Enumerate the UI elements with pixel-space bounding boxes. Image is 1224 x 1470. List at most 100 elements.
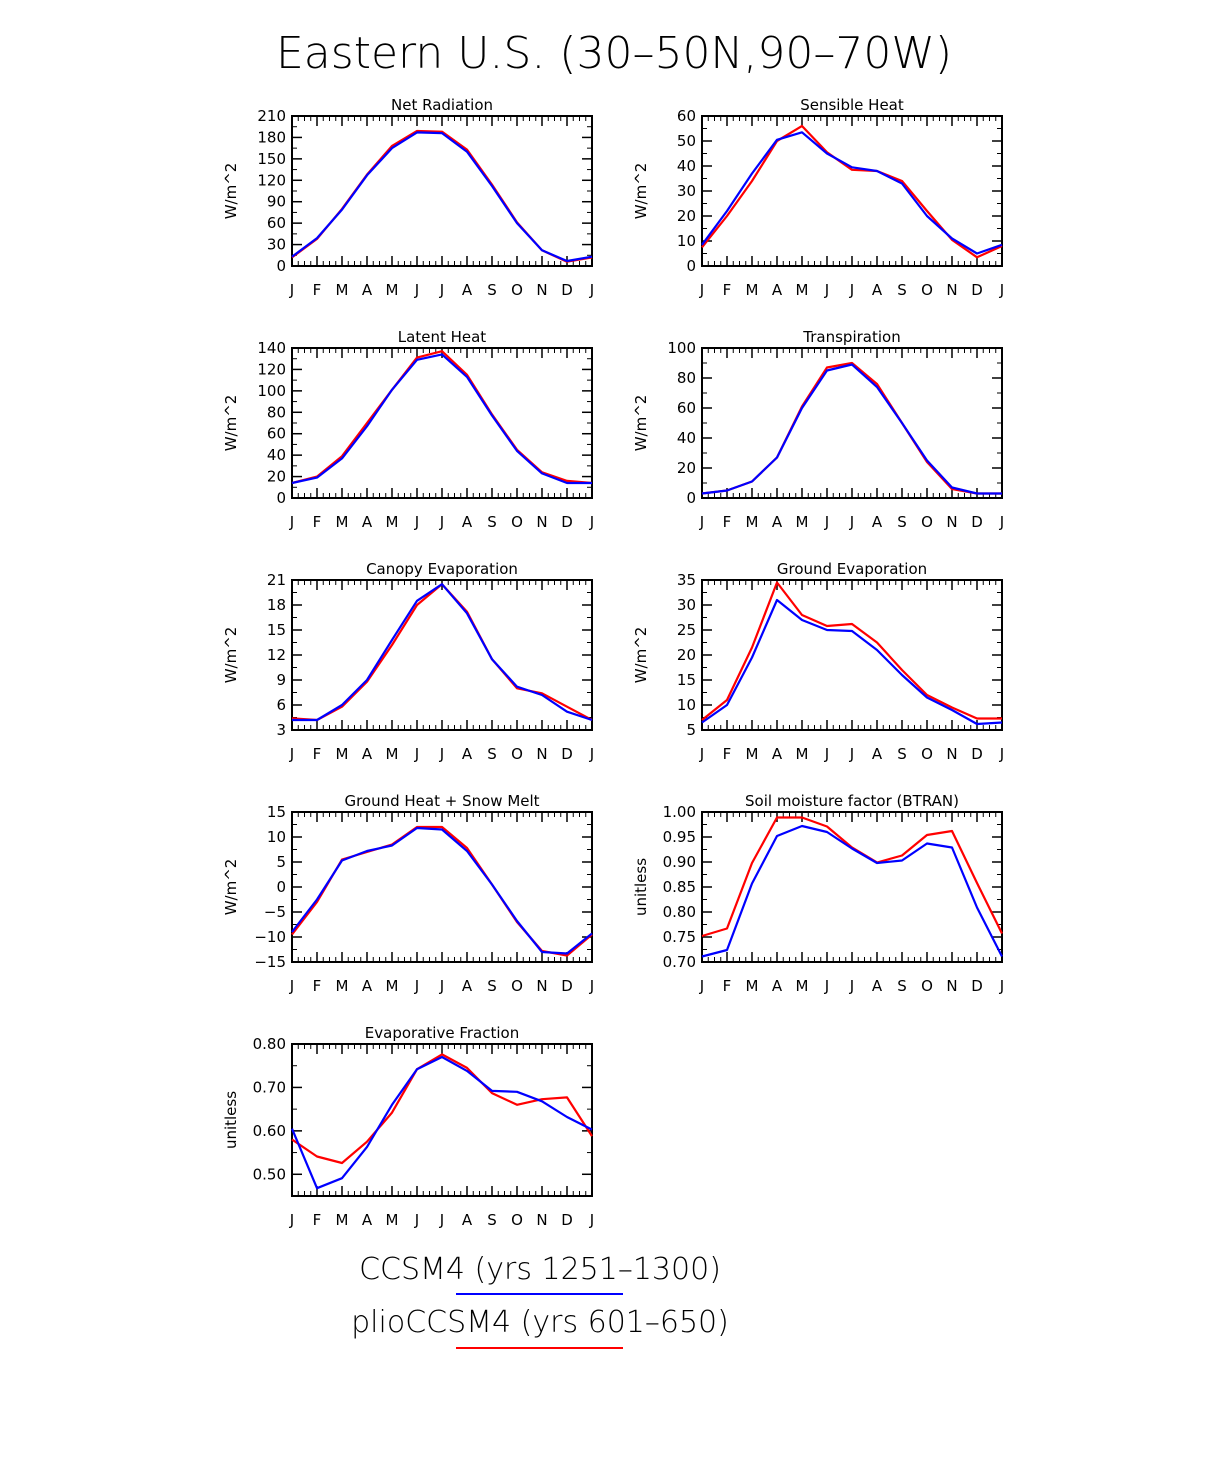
transpiration-ytick-label: 80 bbox=[677, 369, 696, 387]
ground-evaporation-xtick-label: N bbox=[946, 745, 957, 763]
latent-heat-ytick-label: 80 bbox=[267, 403, 286, 421]
ground-heat-snow-melt-ylabel: W/m^2 bbox=[222, 859, 240, 916]
evaporative-fraction-xtick-label: A bbox=[462, 1211, 473, 1229]
canopy-evaporation-xtick-label: F bbox=[313, 745, 322, 763]
canopy-evaporation-xtick-label: J bbox=[439, 745, 444, 763]
ground-heat-snow-melt-ytick-label: −5 bbox=[264, 903, 286, 921]
transpiration-xtick-label: O bbox=[921, 513, 933, 531]
ground-evaporation-xtick-label: O bbox=[921, 745, 933, 763]
latent-heat-ytick-label: 60 bbox=[267, 425, 286, 443]
legend-label-ccsm4: CCSM4 (yrs 1251–1300) bbox=[359, 1252, 721, 1287]
canopy-evaporation-xtick-label: J bbox=[414, 745, 419, 763]
net-radiation-ytick-label: 60 bbox=[267, 214, 286, 232]
ground-evaporation-frame bbox=[701, 579, 1003, 731]
ground-heat-snow-melt-xtick-label: J bbox=[589, 977, 594, 995]
net-radiation-xtick-label: A bbox=[462, 281, 473, 299]
ground-heat-snow-melt-xtick-label: O bbox=[511, 977, 523, 995]
ground-evaporation-xtick-label: M bbox=[746, 745, 759, 763]
evaporative-fraction-xtick-label: J bbox=[589, 1211, 594, 1229]
transpiration-xtick-label: S bbox=[897, 513, 907, 531]
transpiration-title: Transpiration bbox=[802, 328, 900, 346]
sensible-heat-xtick-label: N bbox=[946, 281, 957, 299]
evaporative-fraction-xtick-label: N bbox=[536, 1211, 547, 1229]
ground-evaporation-xtick-label: A bbox=[872, 745, 883, 763]
evaporative-fraction-ytick-label: 0.60 bbox=[253, 1122, 286, 1140]
soil-moisture-factor-btran-xtick-label: D bbox=[971, 977, 983, 995]
soil-moisture-factor-btran-xtick-label: A bbox=[772, 977, 783, 995]
transpiration-xtick-label: A bbox=[872, 513, 883, 531]
canopy-evaporation-ytick-label: 21 bbox=[267, 571, 286, 589]
soil-moisture-factor-btran-xtick-label: J bbox=[849, 977, 854, 995]
net-radiation-ytick-label: 180 bbox=[257, 128, 286, 146]
transpiration-xtick-label: J bbox=[824, 513, 829, 531]
latent-heat-xtick-label: J bbox=[414, 513, 419, 531]
transpiration-ytick-label: 20 bbox=[677, 459, 696, 477]
sensible-heat-xtick-label: J bbox=[699, 281, 704, 299]
canopy-evaporation-ytick-label: 3 bbox=[276, 721, 286, 739]
sensible-heat-xtick-label: A bbox=[772, 281, 783, 299]
soil-moisture-factor-btran-ytick-label: 1.00 bbox=[663, 803, 696, 821]
net-radiation-xtick-label: D bbox=[561, 281, 573, 299]
soil-moisture-factor-btran-xtick-label: J bbox=[824, 977, 829, 995]
sensible-heat-title: Sensible Heat bbox=[800, 96, 904, 114]
transpiration-xtick-label: N bbox=[946, 513, 957, 531]
latent-heat-ytick-label: 20 bbox=[267, 468, 286, 486]
evaporative-fraction-series-plioccsm4 bbox=[291, 1053, 593, 1165]
ground-heat-snow-melt-series-plioccsm4 bbox=[291, 825, 593, 957]
latent-heat-ytick-label: 100 bbox=[257, 382, 286, 400]
soil-moisture-factor-btran-series-ccsm4 bbox=[701, 824, 1003, 958]
net-radiation-ytick-label: 30 bbox=[267, 236, 286, 254]
ground-evaporation-series-ccsm4 bbox=[701, 598, 1003, 726]
soil-moisture-factor-btran-ytick-label: 0.80 bbox=[663, 903, 696, 921]
transpiration-xtick-label: A bbox=[772, 513, 783, 531]
ground-heat-snow-melt-ytick-label: −10 bbox=[254, 928, 286, 946]
sensible-heat-series-plioccsm4 bbox=[701, 124, 1003, 259]
evaporative-fraction-xtick-label: D bbox=[561, 1211, 573, 1229]
ground-heat-snow-melt-ytick-label: 10 bbox=[267, 828, 286, 846]
ground-evaporation-ytick-label: 35 bbox=[677, 571, 696, 589]
evaporative-fraction-ytick-label: 0.70 bbox=[253, 1078, 286, 1096]
ground-heat-snow-melt-series-ccsm4 bbox=[291, 826, 593, 955]
evaporative-fraction-xtick-label: M bbox=[336, 1211, 349, 1229]
soil-moisture-factor-btran-ytick-label: 0.95 bbox=[663, 828, 696, 846]
transpiration-xtick-label: M bbox=[796, 513, 809, 531]
evaporative-fraction-xtick-label: J bbox=[439, 1211, 444, 1229]
ground-evaporation-ylabel: W/m^2 bbox=[632, 627, 650, 684]
canopy-evaporation-xtick-label: A bbox=[362, 745, 373, 763]
ground-evaporation-ytick-label: 20 bbox=[677, 646, 696, 664]
latent-heat-xtick-label: M bbox=[386, 513, 399, 531]
transpiration-ytick-label: 60 bbox=[677, 399, 696, 417]
ground-heat-snow-melt-xtick-label: F bbox=[313, 977, 322, 995]
legend-label-plio: plioCCSM4 (yrs 601–650) bbox=[351, 1305, 729, 1340]
sensible-heat-ylabel: W/m^2 bbox=[632, 163, 650, 220]
figure-title: Eastern U.S. (30–50N,90–70W) bbox=[276, 28, 952, 79]
sensible-heat-ytick-label: 40 bbox=[677, 157, 696, 175]
transpiration-ytick-label: 40 bbox=[677, 429, 696, 447]
soil-moisture-factor-btran-ytick-label: 0.70 bbox=[663, 953, 696, 971]
soil-moisture-factor-btran-xtick-label: J bbox=[699, 977, 704, 995]
latent-heat-series-ccsm4 bbox=[291, 353, 592, 485]
ground-evaporation-series-plioccsm4 bbox=[701, 581, 1002, 721]
canopy-evaporation-ytick-label: 18 bbox=[267, 596, 286, 614]
canopy-evaporation-xtick-label: N bbox=[536, 745, 547, 763]
latent-heat-xtick-label: A bbox=[462, 513, 473, 531]
soil-moisture-factor-btran-series-plioccsm4 bbox=[701, 816, 1003, 938]
ground-heat-snow-melt-ytick-label: −15 bbox=[254, 953, 286, 971]
soil-moisture-factor-btran-ytick-label: 0.85 bbox=[663, 878, 696, 896]
soil-moisture-factor-btran-frame bbox=[701, 811, 1003, 963]
canopy-evaporation-xtick-label: S bbox=[487, 745, 497, 763]
ground-evaporation-xtick-label: D bbox=[971, 745, 983, 763]
evaporative-fraction-xtick-label: A bbox=[362, 1211, 373, 1229]
ground-evaporation-xtick-label: A bbox=[772, 745, 783, 763]
net-radiation-ylabel: W/m^2 bbox=[222, 163, 240, 220]
transpiration-series-ccsm4 bbox=[701, 363, 1002, 495]
evaporative-fraction-ytick-label: 0.80 bbox=[253, 1035, 286, 1053]
latent-heat-ytick-label: 0 bbox=[276, 489, 286, 507]
soil-moisture-factor-btran-xtick-label: A bbox=[872, 977, 883, 995]
sensible-heat-ytick-label: 20 bbox=[677, 207, 696, 225]
canopy-evaporation-ytick-label: 12 bbox=[267, 646, 286, 664]
